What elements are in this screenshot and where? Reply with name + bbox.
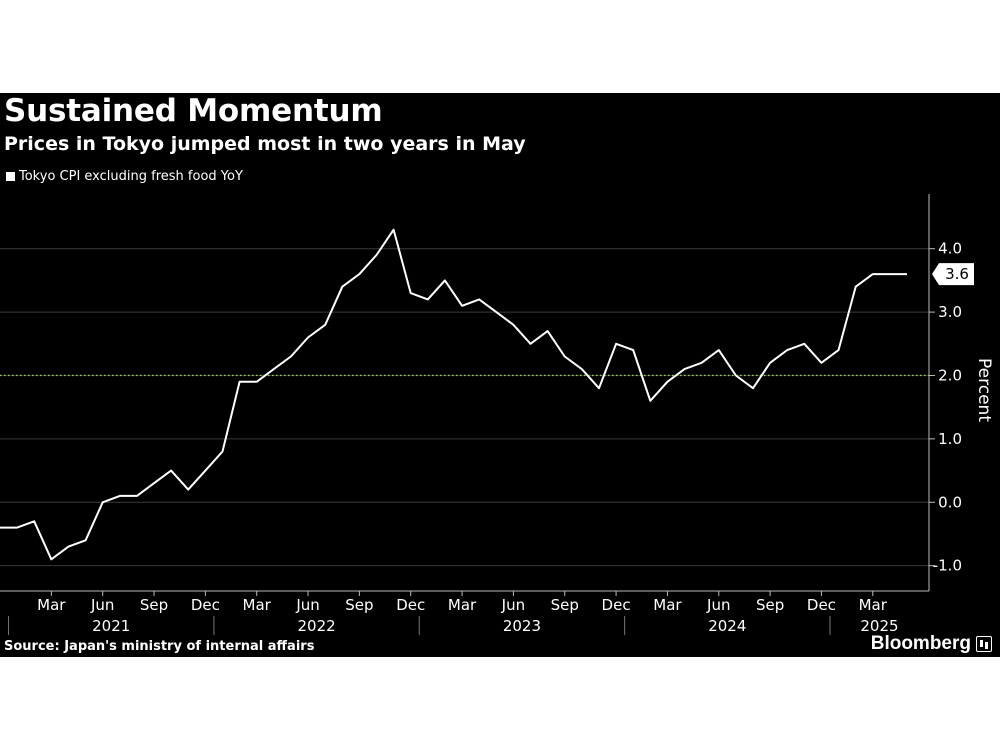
- year-label: 2023: [503, 617, 541, 635]
- data-point: [102, 501, 104, 503]
- data-point: [855, 286, 857, 288]
- y-tick-label: 1.0: [938, 430, 962, 448]
- x-tick-label: Sep: [551, 596, 579, 614]
- x-tick-label: Mar: [448, 596, 477, 614]
- data-point: [307, 336, 309, 338]
- data-point: [375, 254, 377, 256]
- x-tick-label: Sep: [345, 596, 373, 614]
- legend-swatch: [6, 172, 15, 181]
- legend-label: Tokyo CPI excluding fresh food YoY: [19, 169, 243, 184]
- data-point: [512, 324, 514, 326]
- y-tick-label: 4.0: [938, 240, 962, 258]
- data-point: [889, 273, 891, 275]
- chart-panel: Sustained Momentum Prices in Tokyo jumpe…: [0, 93, 1000, 657]
- data-point: [221, 451, 223, 453]
- data-point: [239, 381, 241, 383]
- data-point: [136, 495, 138, 497]
- data-point: [581, 368, 583, 370]
- data-point: [752, 387, 754, 389]
- data-point: [153, 482, 155, 484]
- x-tick-label: Dec: [602, 596, 631, 614]
- data-point: [119, 495, 121, 497]
- data-point: [461, 305, 463, 307]
- series-line-tokyo-cpi: [0, 228, 907, 561]
- chart-subtitle: Prices in Tokyo jumped most in two years…: [4, 133, 526, 155]
- source-note: Source: Japan's ministry of internal aff…: [4, 639, 315, 654]
- data-point: [85, 539, 87, 541]
- data-point: [495, 311, 497, 313]
- data-point: [273, 368, 275, 370]
- brand-logo: Bloomberg: [871, 633, 992, 655]
- data-point: [598, 387, 600, 389]
- y-tick-label: 2.0: [938, 366, 962, 384]
- data-point: [67, 546, 69, 548]
- y-tick-label: 3.0: [938, 303, 962, 321]
- last-value-callout: [932, 263, 974, 286]
- data-point: [820, 362, 822, 364]
- year-label: 2022: [298, 617, 336, 635]
- data-point: [838, 349, 840, 351]
- data-point: [187, 489, 189, 491]
- year-label: 2024: [708, 617, 746, 635]
- x-tick-label: Dec: [396, 596, 425, 614]
- x-tick-label: Sep: [140, 596, 168, 614]
- data-point: [615, 343, 617, 345]
- x-tick-label: Jun: [501, 596, 525, 614]
- data-point: [547, 330, 549, 332]
- data-point: [324, 324, 326, 326]
- data-point: [444, 279, 446, 281]
- data-point: [410, 292, 412, 294]
- year-label: 2021: [92, 617, 130, 635]
- data-point: [427, 298, 429, 300]
- chart-title: Sustained Momentum: [4, 93, 383, 129]
- brand-name: Bloomberg: [870, 633, 971, 654]
- data-point: [666, 381, 668, 383]
- x-tick-label: Sep: [756, 596, 784, 614]
- data-point: [769, 362, 771, 364]
- year-label: 2025: [860, 617, 898, 635]
- bloomberg-terminal-icon: [976, 636, 992, 652]
- y-tick-label: -1.0: [933, 557, 962, 575]
- x-tick-label: Jun: [90, 596, 114, 614]
- data-point: [649, 400, 651, 402]
- x-tick-label: Mar: [37, 596, 66, 614]
- data-point: [718, 349, 720, 351]
- y-tick-label: 0.0: [938, 493, 962, 511]
- data-point: [735, 374, 737, 376]
- line-chart: -1.0 0.0 1.0 2.0 3.0 4.0 Percent Mar Jun Sep Dec Ma…: [0, 194, 994, 635]
- x-tick-label: Dec: [807, 596, 836, 614]
- x-tick-label: Dec: [191, 596, 220, 614]
- data-point: [632, 349, 634, 351]
- data-point: [872, 273, 874, 275]
- last-value-label: 3.6: [945, 265, 969, 283]
- x-tick-label: Mar: [859, 596, 888, 614]
- x-tick-label: Mar: [653, 596, 682, 614]
- data-point: [170, 470, 172, 472]
- y-axis-title: Percent: [974, 358, 994, 422]
- data-point: [701, 362, 703, 364]
- data-point: [341, 286, 343, 288]
- data-point: [393, 229, 395, 231]
- data-point: [478, 298, 480, 300]
- data-point: [564, 355, 566, 357]
- data-point: [16, 527, 18, 529]
- data-point: [50, 558, 52, 560]
- x-tick-label: Jun: [706, 596, 730, 614]
- data-point: [530, 343, 532, 345]
- x-tick-label: Mar: [243, 596, 272, 614]
- data-point: [803, 343, 805, 345]
- data-point: [33, 520, 35, 522]
- data-point: [290, 355, 292, 357]
- data-point: [906, 273, 908, 275]
- legend: Tokyo CPI excluding fresh food YoY: [6, 169, 243, 184]
- data-point: [684, 368, 686, 370]
- data-point: [204, 470, 206, 472]
- data-point: [358, 273, 360, 275]
- x-tick-label: Jun: [295, 596, 319, 614]
- data-point: [786, 349, 788, 351]
- data-point: [256, 381, 258, 383]
